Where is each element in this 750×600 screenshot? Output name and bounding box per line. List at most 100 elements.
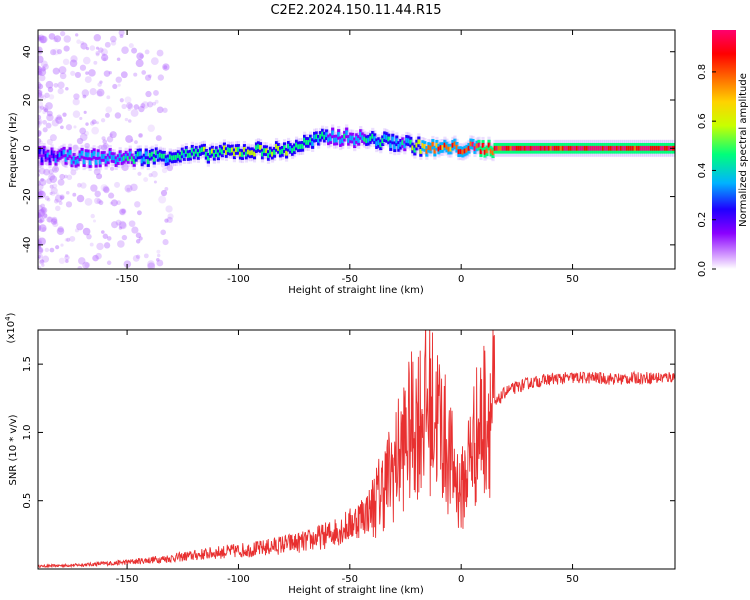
colorbar-tick-label: 0.6 xyxy=(697,113,708,129)
heatmap-cell xyxy=(421,143,425,148)
heatmap-panel: -150 -100 -50 0 50 -40 -20 0 20 40 Height of str… xyxy=(8,29,676,296)
heatmap-cell xyxy=(635,145,639,151)
heatmap-cell xyxy=(58,66,67,74)
heatmap-cell xyxy=(126,187,131,192)
heatmap-cell xyxy=(405,137,409,143)
heatmap-cell xyxy=(122,155,126,161)
heatmap-cell xyxy=(85,122,89,126)
snr-series-line xyxy=(38,330,675,569)
heatmap-cell xyxy=(38,253,43,259)
heatmap-cell xyxy=(65,124,73,131)
heatmap-cell xyxy=(664,145,667,151)
heatmap-cell xyxy=(56,154,60,159)
heatmap-cell xyxy=(62,112,67,117)
heatmap-cell xyxy=(253,151,256,157)
colorbar-tick-label: 0.8 xyxy=(697,64,708,80)
heatmap-cell xyxy=(84,198,93,206)
heatmap-cell xyxy=(225,150,228,155)
heatmap-cell xyxy=(208,150,212,155)
heatmap-cell xyxy=(505,145,509,151)
heatmap-cell xyxy=(64,157,68,162)
heatmap-cell xyxy=(49,191,53,196)
heatmap-cell xyxy=(43,104,49,111)
heatmap-cell xyxy=(38,124,41,129)
heatmap-cell xyxy=(399,141,403,147)
heatmap-cell xyxy=(135,59,144,68)
heatmap-cell xyxy=(53,82,59,88)
heatmap-cell xyxy=(105,112,110,118)
heatmap-cell xyxy=(337,132,341,137)
heatmap-cell xyxy=(55,116,63,124)
heatmap-cell xyxy=(519,145,523,151)
heatmap-cell xyxy=(101,136,106,141)
heatmap-cell xyxy=(75,33,79,37)
heatmap-cell xyxy=(102,154,106,159)
heatmap-cell xyxy=(241,152,244,158)
heatmap-cell xyxy=(70,169,77,176)
heatmap-cell xyxy=(52,165,60,173)
heatmap-cell xyxy=(148,152,152,158)
heatmap-cell xyxy=(82,227,91,236)
heatmap-cell xyxy=(134,140,138,144)
heatmap-cell xyxy=(257,144,260,149)
heatmap-cell xyxy=(38,191,43,200)
heatmap-cell xyxy=(76,222,84,231)
heatmap-cell xyxy=(475,143,479,149)
heatmap-y-ticks: -40 -20 0 20 40 xyxy=(22,45,675,253)
heatmap-cell xyxy=(41,95,47,100)
heatmap-cell xyxy=(49,175,58,183)
heatmap-cell xyxy=(166,157,170,163)
y-tick-label: 0.5 xyxy=(22,493,33,509)
heatmap-cell xyxy=(52,183,58,189)
heatmap-cell xyxy=(200,147,204,153)
heatmap-cell xyxy=(69,235,76,242)
heatmap-cell xyxy=(48,157,52,163)
heatmap-cell xyxy=(158,152,162,158)
heatmap-cell xyxy=(117,240,125,248)
heatmap-cell xyxy=(51,216,58,223)
heatmap-x-label: Height of straight line (km) xyxy=(288,285,424,296)
heatmap-cell xyxy=(523,145,527,151)
heatmap-cell xyxy=(49,247,55,253)
heatmap-cell xyxy=(243,146,246,152)
heatmap-cell xyxy=(321,131,325,137)
heatmap-cell xyxy=(38,246,44,255)
heatmap-cell xyxy=(38,138,42,144)
y-tick-label: 1.0 xyxy=(22,424,33,440)
heatmap-cell xyxy=(100,48,108,56)
heatmap-cell xyxy=(108,192,115,199)
heatmap-cell xyxy=(53,220,57,224)
heatmap-cell xyxy=(56,114,62,120)
heatmap-cell xyxy=(147,124,155,132)
heatmap-cell xyxy=(447,146,451,152)
heatmap-cell xyxy=(106,260,112,266)
heatmap-cell xyxy=(381,138,385,144)
heatmap-cell xyxy=(162,107,168,113)
heatmap-cell xyxy=(387,136,391,142)
heatmap-cell xyxy=(162,153,166,159)
heatmap-cell xyxy=(38,129,42,137)
heatmap-cell xyxy=(124,96,132,104)
heatmap-cell xyxy=(559,145,563,151)
heatmap-cell xyxy=(46,138,53,145)
heatmap-cell xyxy=(103,242,111,249)
heatmap-cell xyxy=(116,157,120,163)
heatmap-cell xyxy=(131,226,139,234)
heatmap-cell xyxy=(83,110,87,114)
heatmap-cell xyxy=(379,142,383,148)
heatmap-cell xyxy=(39,140,44,145)
heatmap-cell xyxy=(63,35,71,43)
y-tick-label: -40 xyxy=(22,237,33,253)
heatmap-cell xyxy=(182,153,186,158)
heatmap-x-ticks: -150 -100 -50 0 50 xyxy=(116,30,579,285)
colorbar-ticks: 0.0 0.2 0.4 0.6 0.8 xyxy=(697,64,716,277)
heatmap-cell xyxy=(38,114,42,120)
heatmap-cell xyxy=(84,262,91,268)
heatmap-cell xyxy=(343,133,347,139)
svg-text:(x104): (x104) xyxy=(4,312,17,343)
heatmap-cell xyxy=(44,92,50,99)
heatmap-cell xyxy=(84,152,88,157)
heatmap-cell xyxy=(48,33,56,40)
heatmap-cell xyxy=(196,152,200,157)
heatmap-cell xyxy=(239,151,242,157)
